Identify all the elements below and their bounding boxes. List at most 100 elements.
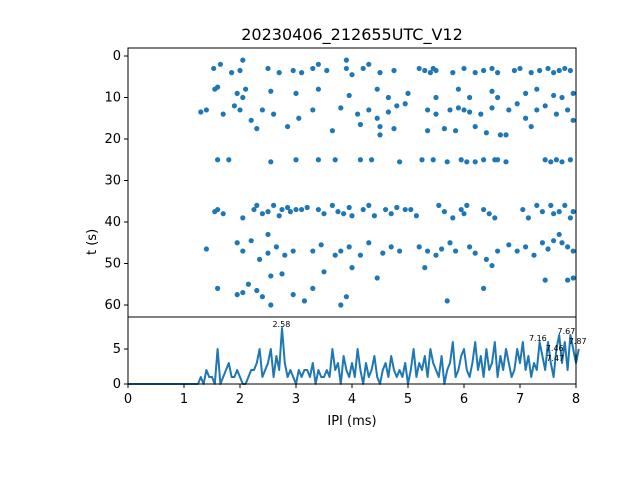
scatter-point	[461, 107, 467, 113]
scatter-point	[220, 211, 226, 217]
scatter-point	[472, 70, 478, 76]
scatter-point	[553, 157, 560, 163]
scatter-point	[481, 67, 487, 74]
scatter-point	[483, 130, 489, 136]
scatter-point	[425, 128, 431, 134]
scatter-point	[346, 92, 352, 99]
scatter-point	[293, 206, 299, 213]
scatter-point	[332, 157, 338, 163]
scatter-point	[285, 204, 291, 211]
scatter-point	[495, 70, 501, 76]
scatter-point	[503, 159, 509, 165]
x-tick-label: 5	[404, 392, 412, 407]
scatter-point	[273, 244, 279, 250]
scatter-point	[293, 90, 299, 96]
scatter-point	[548, 159, 554, 165]
scatter-point	[346, 244, 352, 250]
scatter-point	[520, 206, 526, 213]
scatter-point	[338, 248, 344, 254]
scatter-point	[265, 231, 271, 238]
scatter-point	[215, 84, 221, 90]
scatter-point	[433, 111, 439, 117]
scatter-point	[534, 202, 540, 208]
scatter-point	[321, 269, 327, 275]
scatter-point	[542, 277, 548, 283]
scatter-point	[349, 213, 355, 219]
scatter-point	[279, 206, 285, 213]
scatter-point	[203, 246, 209, 252]
scatter-point	[559, 240, 565, 246]
scatter-point	[441, 126, 447, 132]
histogram-frame	[127, 316, 577, 385]
scatter-point	[450, 215, 456, 221]
scatter-point	[259, 211, 265, 217]
scatter-point	[349, 72, 355, 78]
scatter-point	[492, 215, 498, 221]
scatter-point	[268, 159, 274, 165]
scatter-point	[388, 244, 394, 250]
scatter-point	[299, 206, 305, 213]
scatter-point	[237, 107, 243, 113]
scatter-point	[467, 244, 473, 250]
scatter-point	[397, 248, 403, 254]
scatter-point	[276, 213, 282, 219]
scatter-point	[251, 206, 257, 213]
x-tick-label: 7	[516, 392, 524, 407]
scatter-point	[495, 157, 501, 163]
scatter-point	[565, 244, 571, 250]
scatter-point	[343, 65, 349, 72]
scatter-point	[517, 65, 523, 72]
scatter-point	[310, 107, 316, 113]
scatter-point	[523, 115, 529, 121]
scatter-point	[397, 159, 403, 165]
scatter-point	[433, 94, 439, 101]
scatter-point	[523, 244, 529, 250]
scatter-point	[338, 105, 344, 111]
scatter-point	[366, 240, 372, 246]
scatter-point	[315, 61, 321, 67]
scatter-point	[481, 285, 487, 291]
scatter-point	[237, 67, 243, 74]
scatter-point	[562, 202, 568, 208]
scatter-point	[377, 70, 383, 76]
scatter-point	[425, 248, 431, 254]
scatter-point	[478, 111, 484, 117]
scatter-point	[461, 65, 467, 72]
scatter-point	[528, 70, 534, 76]
scatter-point	[565, 277, 571, 283]
scatter-point	[486, 211, 492, 217]
scatter-point	[542, 157, 548, 163]
scatter-point	[279, 271, 285, 277]
scatter-point	[374, 86, 380, 92]
scatter-point	[444, 298, 450, 304]
scatter-point	[556, 209, 562, 215]
scatter-point	[357, 121, 363, 128]
scatter-point	[567, 215, 574, 221]
scatter-point	[391, 67, 397, 74]
scatter-point	[430, 157, 436, 163]
scatter-point	[531, 252, 537, 258]
scatter-point	[341, 211, 347, 217]
scatter-point	[551, 238, 557, 244]
y-tick-label: 40	[104, 215, 121, 230]
scatter-point	[338, 302, 344, 308]
scatter-point	[416, 244, 422, 250]
scatter-point	[360, 65, 366, 72]
scatter-point	[369, 157, 375, 163]
scatter-point	[329, 128, 335, 134]
scatter-point	[570, 275, 576, 281]
scatter-point	[254, 202, 260, 208]
y-tick-label: 60	[104, 298, 121, 313]
scatter-plot: 0 10 20 30 40 50 60	[104, 47, 577, 318]
scatter-point	[310, 65, 316, 72]
scatter-point	[318, 242, 324, 248]
scatter-point	[271, 202, 277, 208]
scatter-point	[391, 126, 397, 132]
scatter-point	[383, 206, 389, 213]
scatter-point	[377, 123, 383, 130]
scatter-point	[455, 86, 461, 92]
scatter-point	[254, 126, 260, 132]
scatter-point	[534, 107, 540, 113]
scatter-point	[234, 90, 240, 96]
